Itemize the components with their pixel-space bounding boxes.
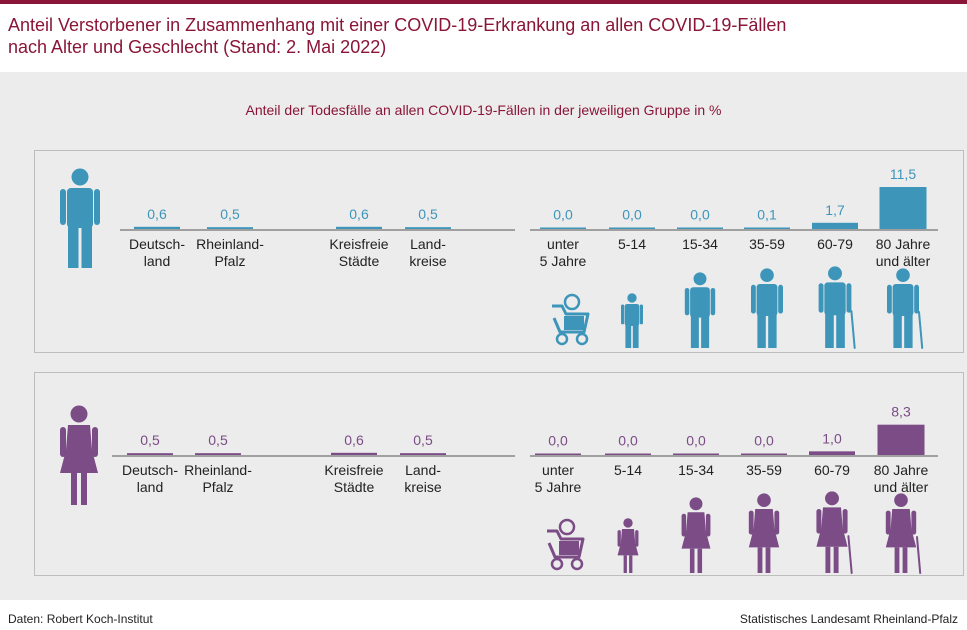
data-label: 0,1 bbox=[757, 207, 777, 223]
female-senior-icon bbox=[816, 491, 853, 574]
male-chart-box bbox=[34, 150, 964, 353]
category-label: 5-14 bbox=[618, 236, 646, 252]
bar bbox=[400, 453, 446, 455]
data-label: 0,0 bbox=[622, 207, 642, 223]
title-line-2: nach Alter und Geschlecht (Stand: 2. Mai… bbox=[8, 37, 387, 57]
data-label: 0,0 bbox=[553, 207, 573, 223]
category-label: 15-34 bbox=[682, 236, 718, 252]
male-senior-icon bbox=[818, 266, 856, 349]
bar bbox=[207, 227, 253, 229]
bar bbox=[605, 453, 651, 455]
male-stroller-baby-icon bbox=[552, 293, 590, 346]
bar bbox=[195, 453, 241, 455]
data-label: 0,5 bbox=[418, 206, 438, 222]
category-label: unter 5 Jahre bbox=[535, 462, 582, 495]
data-label: 0,6 bbox=[349, 206, 369, 222]
category-label: Rheinland-Pfalz bbox=[196, 236, 264, 269]
bar bbox=[540, 227, 586, 229]
female-elderly-icon bbox=[885, 493, 922, 574]
male-elderly-icon bbox=[887, 268, 924, 349]
category-label: 60-79 bbox=[814, 462, 850, 478]
data-label: 1,0 bbox=[822, 430, 842, 446]
page-title: Anteil Verstorbener in Zusammenhang mit … bbox=[8, 14, 958, 58]
bar bbox=[336, 226, 382, 229]
category-label: Rheinland-Pfalz bbox=[184, 462, 252, 495]
category-label: Deutsch-land bbox=[122, 462, 178, 495]
category-label: Land-kreise bbox=[404, 462, 442, 495]
data-label: 1,7 bbox=[825, 202, 845, 218]
category-label: Kreisfreie Städte bbox=[324, 462, 383, 495]
data-label: 0,0 bbox=[548, 433, 568, 449]
category-label: Land-kreise bbox=[409, 236, 447, 269]
male-child-icon bbox=[621, 293, 643, 348]
data-label: 11,5 bbox=[890, 166, 916, 182]
bar bbox=[535, 453, 581, 455]
bar bbox=[812, 222, 858, 229]
bar bbox=[134, 226, 180, 229]
bar bbox=[677, 227, 723, 229]
category-label: 5-14 bbox=[614, 462, 642, 478]
female-child-icon bbox=[617, 518, 639, 573]
bar bbox=[127, 453, 173, 455]
data-label: 0,5 bbox=[413, 432, 433, 448]
data-label: 8,3 bbox=[891, 404, 911, 420]
bar bbox=[809, 451, 855, 455]
category-label: Deutsch-land bbox=[129, 236, 185, 269]
title-line-1: Anteil Verstorbener in Zusammenhang mit … bbox=[8, 15, 787, 35]
category-label: 80 Jahre und älter bbox=[874, 462, 929, 495]
top-accent-bar bbox=[0, 0, 967, 4]
chart-female: 0,5 Deutsch-land 0,5 Rheinland-Pfalz 0,6 Krei… bbox=[60, 404, 938, 574]
category-label: 15-34 bbox=[678, 462, 714, 478]
data-label: 0,6 bbox=[344, 432, 364, 448]
category-label: unter 5 Jahre bbox=[540, 236, 587, 269]
category-label: 60-79 bbox=[817, 236, 853, 252]
bar bbox=[405, 227, 451, 229]
data-label: 0,6 bbox=[147, 206, 167, 222]
source-note: Daten: Robert Koch-Institut bbox=[8, 612, 153, 626]
female-adult-icon bbox=[748, 493, 780, 573]
bar bbox=[331, 452, 377, 455]
category-label: 35-59 bbox=[749, 236, 785, 252]
category-label: Kreisfreie Städte bbox=[329, 236, 388, 269]
category-label: 35-59 bbox=[746, 462, 782, 478]
data-label: 0,0 bbox=[686, 433, 706, 449]
bar bbox=[741, 453, 787, 455]
data-label: 0,5 bbox=[208, 432, 228, 448]
bar bbox=[879, 187, 927, 229]
chart-panel bbox=[0, 72, 967, 600]
category-label: 80 Jahre und älter bbox=[876, 236, 931, 269]
data-label: 0,5 bbox=[140, 432, 160, 448]
male-icon bbox=[60, 168, 100, 268]
female-chart-box bbox=[34, 372, 964, 576]
data-label: 0,5 bbox=[220, 206, 240, 222]
data-label: 0,0 bbox=[690, 207, 710, 223]
female-young-adult-icon bbox=[681, 497, 711, 573]
data-label: 0,0 bbox=[754, 433, 774, 449]
female-icon bbox=[60, 405, 98, 505]
bar bbox=[744, 227, 790, 229]
bar bbox=[877, 424, 925, 455]
chart-subtitle: Anteil der Todesfälle an allen COVID-19-… bbox=[245, 102, 722, 118]
male-young-adult-icon bbox=[684, 272, 716, 348]
data-label: 0,0 bbox=[618, 433, 638, 449]
chart-male: 0,6 Deutsch-land 0,5 Rheinland-Pfalz 0,6 Krei… bbox=[60, 166, 938, 349]
bar bbox=[673, 453, 719, 455]
male-adult-icon bbox=[751, 268, 783, 348]
female-stroller-baby-icon bbox=[547, 518, 585, 571]
publisher-note: Statistisches Landesamt Rheinland-Pfalz bbox=[739, 612, 958, 626]
bar bbox=[609, 227, 655, 229]
